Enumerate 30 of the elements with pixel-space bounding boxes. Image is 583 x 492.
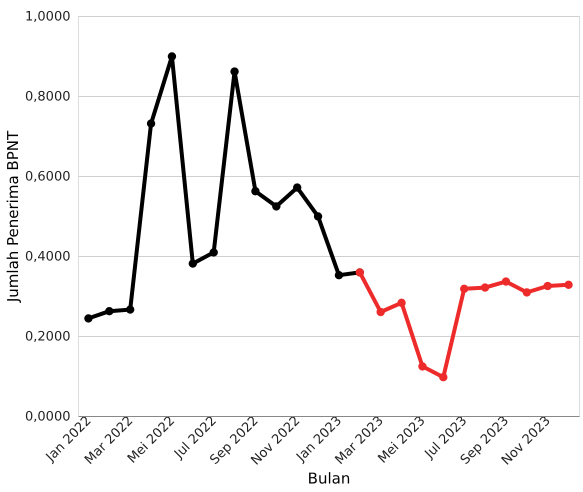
point bbox=[168, 52, 176, 61]
point bbox=[418, 362, 427, 371]
point bbox=[564, 280, 573, 289]
point bbox=[146, 119, 156, 128]
point bbox=[84, 314, 93, 323]
y-axis-title: Jumlah Penerima BPNT bbox=[4, 130, 22, 304]
y-tick-label: 0,4000 bbox=[25, 250, 70, 264]
point bbox=[376, 308, 385, 316]
point bbox=[480, 283, 490, 292]
point bbox=[334, 271, 344, 280]
point bbox=[522, 288, 531, 297]
point bbox=[251, 187, 260, 196]
point bbox=[210, 248, 218, 257]
point bbox=[293, 183, 302, 192]
point bbox=[502, 277, 510, 286]
point bbox=[126, 305, 134, 314]
x-axis-title: Bulan bbox=[308, 470, 350, 488]
point bbox=[272, 202, 280, 211]
point bbox=[397, 298, 406, 307]
y-tick-label: 0,6000 bbox=[25, 170, 70, 184]
point bbox=[460, 284, 468, 293]
y-tick-label: 0,2000 bbox=[25, 330, 70, 344]
point bbox=[439, 373, 448, 382]
y-tick-label: 0,8000 bbox=[25, 90, 70, 104]
y-tick-label: 1,0000 bbox=[25, 10, 70, 24]
point bbox=[230, 67, 239, 76]
point bbox=[105, 307, 114, 316]
point bbox=[544, 282, 552, 290]
point bbox=[314, 212, 322, 221]
point bbox=[188, 259, 197, 268]
